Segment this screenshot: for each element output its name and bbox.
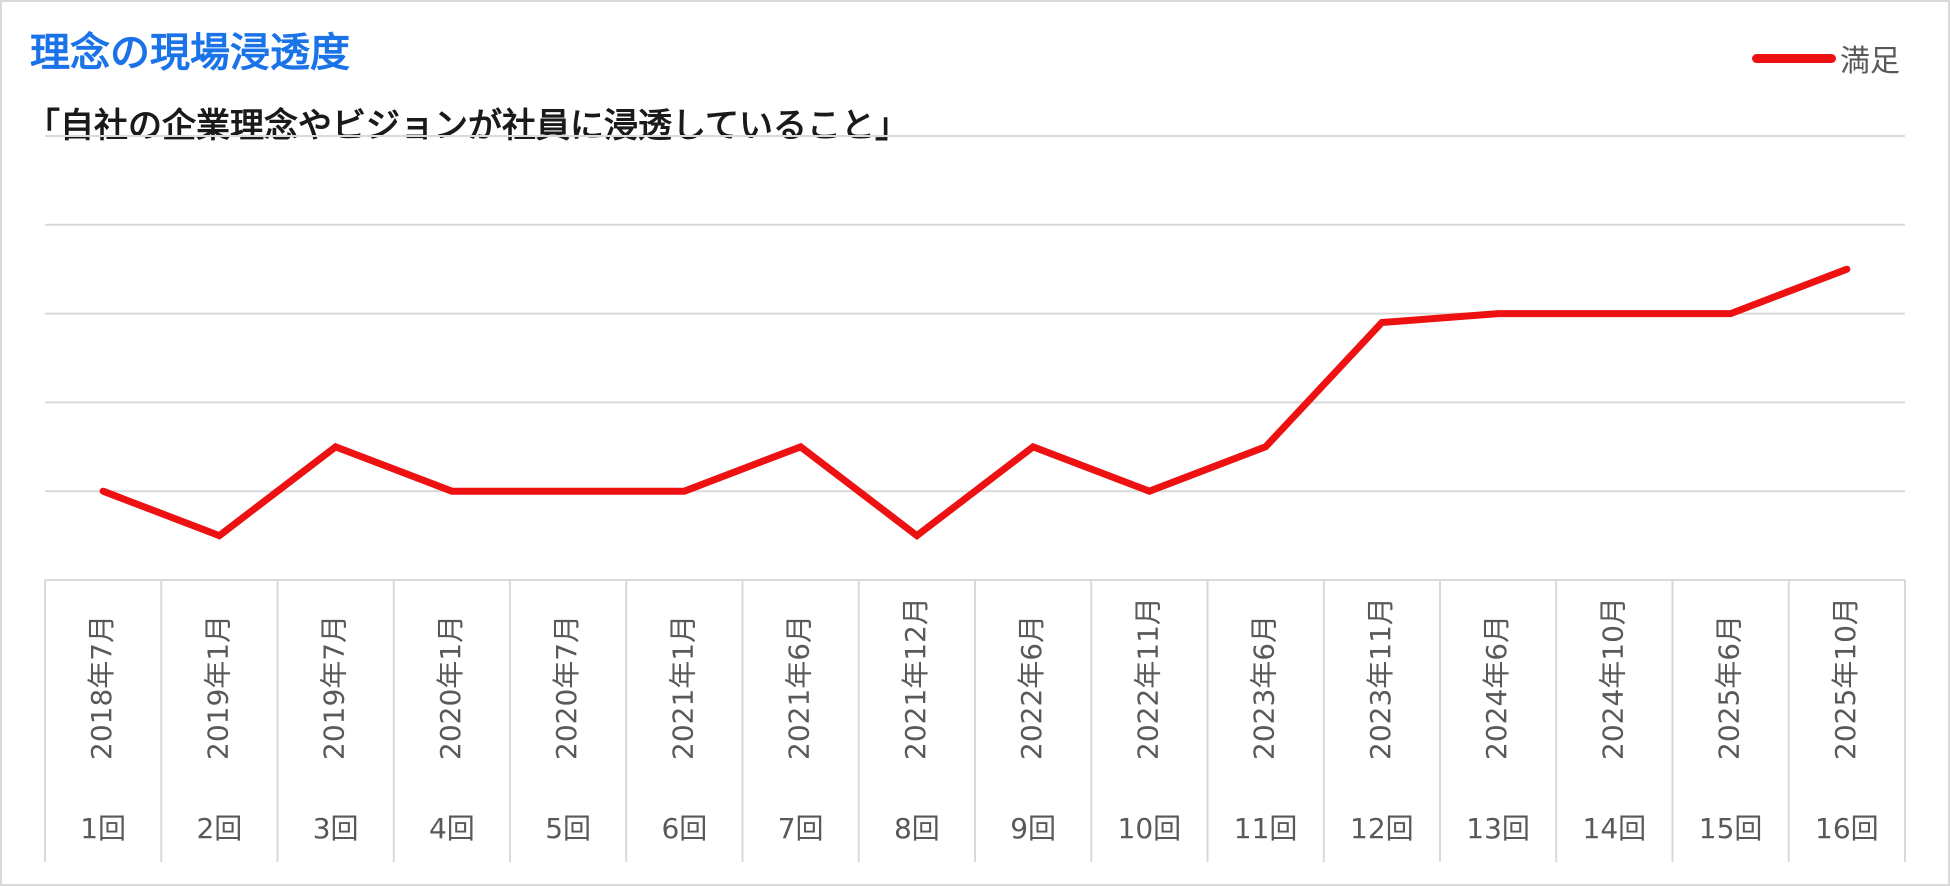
round-tick-label: 2回 [196,812,242,845]
date-tick-label: 2025年10月 [1829,597,1862,760]
chart-title: 理念の現場浸透度 [30,30,350,76]
date-tick-label: 2023年6月 [1248,615,1281,760]
date-tick-label: 2019年7月 [318,615,351,760]
date-tick-label: 2022年6月 [1015,615,1048,760]
round-tick-label: 16回 [1815,812,1879,845]
round-tick-label: 8回 [894,812,940,845]
date-tick-label: 2024年10月 [1596,597,1629,760]
date-tick-label: 2025年6月 [1713,615,1746,760]
round-tick-label: 13回 [1466,812,1530,845]
date-tick-label: 2021年12月 [899,597,932,760]
date-tick-label: 2020年7月 [550,615,583,760]
legend: 満足 [1752,40,1900,79]
date-tick-label: 2024年6月 [1480,615,1513,760]
chart-subtitle: 「自社の企業理念やビジョンが社員に浸透していること」 [26,106,909,146]
round-tick-label: 9回 [1010,812,1056,845]
legend-swatch [1752,53,1836,63]
series-line [99,265,1851,541]
series-line-path [99,265,1851,541]
date-tick-label: 2018年7月 [85,615,118,760]
round-tick-label: 7回 [778,812,824,845]
round-tick-label: 11回 [1234,812,1298,845]
date-tick-label: 2023年11月 [1364,597,1397,760]
category-table: 2018年7月 1回 2019年1月 2回 2019年7月 3回 2020年1月 4回 2020… [44,579,1906,862]
round-tick-label: 14回 [1583,812,1647,845]
date-tick-label: 2022年11月 [1131,597,1164,760]
date-tick-label: 2021年6月 [783,615,816,760]
legend-label: 満足 [1840,44,1900,79]
date-tick-label: 2019年1月 [201,615,234,760]
round-tick-label: 10回 [1118,812,1182,845]
round-tick-label: 4回 [429,812,475,845]
round-tick-label: 5回 [545,812,591,845]
round-tick-label: 6回 [661,812,707,845]
round-tick-label: 3回 [313,812,359,845]
round-tick-label: 15回 [1699,812,1763,845]
round-tick-label: 12回 [1350,812,1414,845]
round-tick-label: 1回 [80,812,126,845]
date-tick-label: 2020年1月 [434,615,467,760]
date-tick-label: 2021年1月 [666,615,699,760]
